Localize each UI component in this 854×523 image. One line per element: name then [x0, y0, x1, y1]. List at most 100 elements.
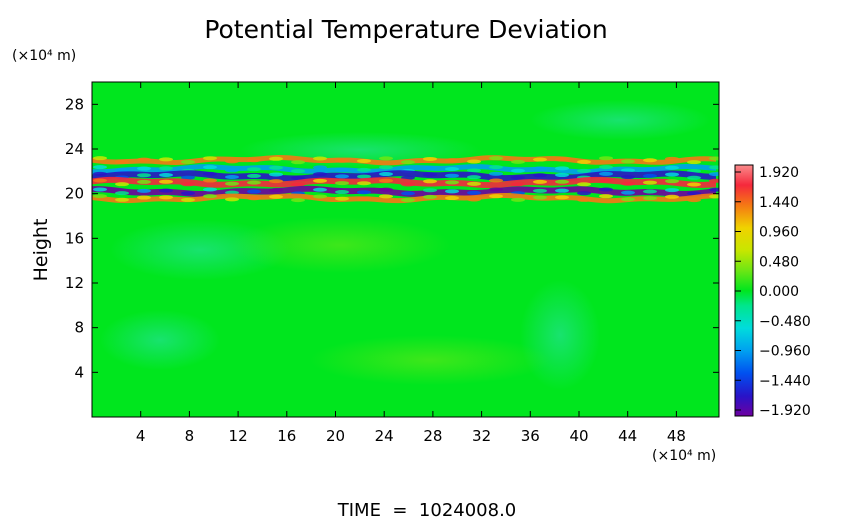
x-tick-label: 20: [326, 427, 345, 445]
band-fluctuation: [93, 165, 107, 170]
band-fluctuation: [577, 159, 591, 164]
band-fluctuation: [599, 194, 613, 199]
band-fluctuation: [159, 195, 173, 200]
band-fluctuation: [665, 194, 679, 199]
band-fluctuation: [621, 190, 635, 195]
plot-frame: [91, 81, 720, 418]
band-fluctuation: [335, 196, 349, 201]
band-fluctuation: [643, 173, 657, 178]
x-tick-label: 24: [375, 427, 394, 445]
band-fluctuation: [203, 171, 217, 176]
band-fluctuation: [687, 191, 701, 196]
band-fluctuation: [313, 194, 327, 199]
band-fluctuation: [93, 171, 107, 176]
x-tick-label: 40: [569, 427, 588, 445]
band-fluctuation: [335, 181, 349, 186]
heatmap-field: [92, 82, 719, 417]
y-axis: 4 8 12 16 20 24 28: [65, 95, 719, 381]
band-fluctuation: [621, 159, 635, 164]
band-fluctuation: [599, 171, 613, 176]
band-fluctuation: [709, 178, 719, 183]
band-fluctuation: [269, 188, 283, 193]
band-fluctuation: [665, 179, 679, 184]
x-tick-label: 32: [472, 427, 491, 445]
band-fluctuation: [357, 181, 371, 186]
band-fluctuation: [115, 159, 129, 164]
band-fluctuation: [335, 174, 349, 179]
band-fluctuation: [357, 174, 371, 179]
field-patch: [230, 217, 450, 273]
band-fluctuation: [401, 191, 415, 196]
band-fluctuation: [313, 165, 327, 170]
band-fluctuation: [577, 197, 591, 202]
band-fluctuation: [159, 166, 173, 171]
band-fluctuation: [93, 178, 107, 183]
chart-title: Potential Temperature Deviation: [204, 15, 607, 44]
band-fluctuation: [533, 195, 547, 200]
band-fluctuation: [291, 175, 305, 180]
band-fluctuation: [709, 165, 719, 170]
band-fluctuation: [159, 188, 173, 193]
band-fluctuation: [709, 172, 719, 177]
band-fluctuation: [665, 165, 679, 170]
band-fluctuation: [423, 179, 437, 184]
band-fluctuation: [269, 194, 283, 199]
band-fluctuation: [709, 156, 719, 161]
band-fluctuation: [643, 167, 657, 172]
y-tick-label: 24: [65, 140, 84, 158]
band-fluctuation: [467, 168, 481, 173]
band-fluctuation: [555, 195, 569, 200]
band-fluctuation: [225, 168, 239, 173]
band-fluctuation: [467, 159, 481, 164]
band-fluctuation: [269, 156, 283, 161]
band-fluctuation: [137, 195, 151, 200]
band-fluctuation: [291, 160, 305, 165]
band-fluctuation: [357, 196, 371, 201]
band-fluctuation: [379, 194, 393, 199]
band-fluctuation: [379, 165, 393, 170]
band-fluctuation: [423, 156, 437, 161]
band-fluctuation: [137, 179, 151, 184]
band-fluctuation: [269, 179, 283, 184]
colorbar-tick-label: 0.000: [759, 284, 799, 300]
band-fluctuation: [687, 175, 701, 180]
band-fluctuation: [423, 165, 437, 170]
x-tick-label: 44: [618, 427, 637, 445]
band-fluctuation: [511, 197, 525, 202]
colorbar-tick-label: 0.480: [759, 254, 799, 270]
band-fluctuation: [225, 197, 239, 202]
band-fluctuation: [181, 182, 195, 187]
band-fluctuation: [533, 166, 547, 171]
band-fluctuation: [313, 187, 327, 192]
x-tick-label: 4: [136, 427, 146, 445]
colorbar-tick-label: −0.480: [759, 314, 811, 330]
band-fluctuation: [599, 187, 613, 192]
x-tick-label: 48: [667, 427, 686, 445]
band-fluctuation: [137, 173, 151, 178]
band-fluctuation: [577, 191, 591, 196]
field-patch: [310, 335, 550, 385]
band-fluctuation: [159, 173, 173, 178]
field-patch: [530, 100, 710, 140]
y-tick-label: 16: [65, 229, 84, 247]
band-fluctuation: [511, 175, 525, 180]
band-fluctuation: [577, 182, 591, 187]
band-fluctuation: [159, 157, 173, 162]
band-fluctuation: [643, 180, 657, 185]
band-fluctuation: [181, 175, 195, 180]
band-fluctuation: [335, 190, 349, 195]
y-tick-label: 28: [65, 95, 84, 113]
band-fluctuation: [115, 182, 129, 187]
band-fluctuation: [555, 188, 569, 193]
band-fluctuation: [137, 157, 151, 162]
band-fluctuation: [489, 156, 503, 161]
colorbar-tick-label: −0.960: [759, 344, 811, 360]
band-fluctuation: [489, 178, 503, 183]
y-tick-label: 20: [65, 185, 84, 203]
colorbar-tick-label: −1.440: [759, 373, 811, 389]
band-fluctuation: [379, 156, 393, 161]
band-fluctuation: [93, 156, 107, 161]
band-fluctuation: [225, 159, 239, 164]
band-fluctuation: [445, 189, 459, 194]
band-fluctuation: [489, 171, 503, 176]
